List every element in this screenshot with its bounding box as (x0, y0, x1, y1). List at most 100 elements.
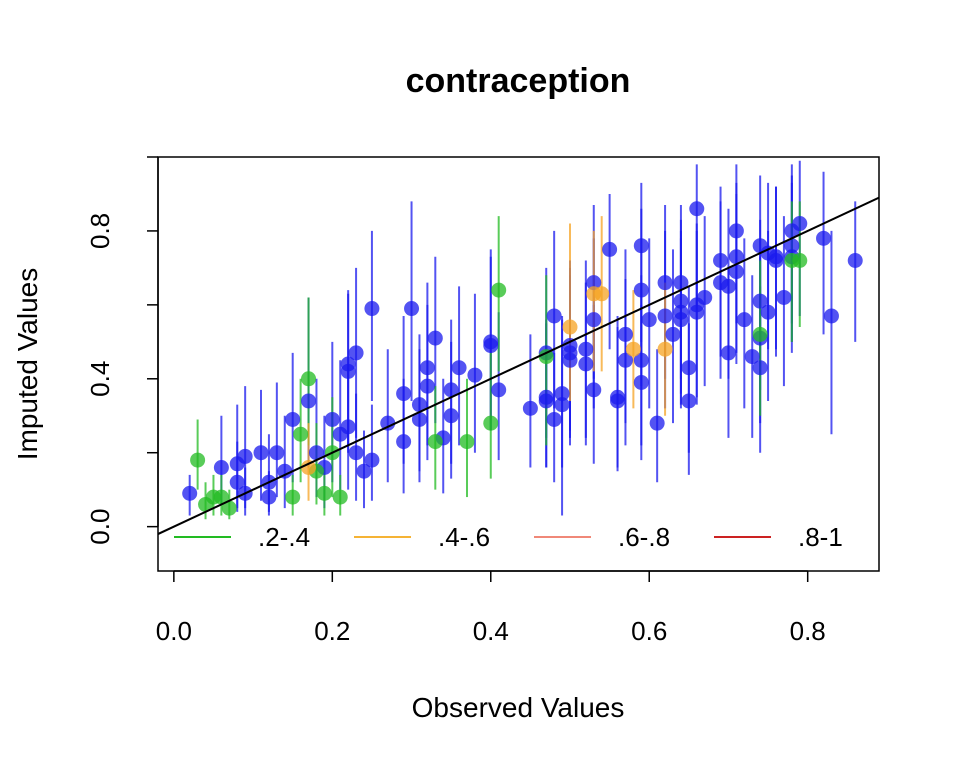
data-point (554, 397, 570, 413)
data-point (847, 253, 863, 268)
data-point (562, 319, 578, 335)
data-point (554, 386, 570, 402)
data-point (253, 445, 269, 461)
data-point (578, 341, 594, 357)
data-point (673, 304, 689, 320)
data-point (324, 411, 340, 427)
legend-label: .2-.4 (258, 522, 310, 552)
data-point (633, 352, 649, 368)
data-point (823, 308, 839, 324)
data-point (340, 356, 356, 372)
data-point (633, 374, 649, 390)
data-point (301, 371, 317, 387)
legend: .2-.4 .4-.6 .6-.8 .8-1 (174, 522, 843, 552)
x-axis-title: Observed Values (412, 692, 625, 723)
data-point (602, 241, 618, 257)
plot-area (158, 160, 879, 535)
data-point (752, 326, 768, 342)
data-point (467, 367, 483, 383)
data-point (356, 463, 372, 479)
data-point (419, 378, 435, 394)
data-point (736, 312, 752, 328)
data-point (752, 360, 768, 376)
data-point (491, 382, 507, 398)
data-point (411, 397, 427, 413)
data-point (728, 264, 744, 280)
data-point (411, 411, 427, 427)
data-point (792, 253, 808, 268)
data-point (657, 308, 673, 324)
data-point (237, 448, 253, 464)
data-point (404, 301, 420, 317)
data-point (625, 341, 641, 357)
data-point (578, 356, 594, 372)
data-point (419, 360, 435, 376)
legend-label: .4-.6 (438, 522, 490, 552)
data-point (491, 282, 507, 298)
data-point (301, 460, 317, 475)
y-tick-label: 0.0 (85, 509, 115, 545)
x-tick-label: 0.2 (314, 616, 350, 646)
data-point (443, 382, 459, 398)
data-point (586, 275, 602, 291)
data-point (617, 352, 633, 368)
data-point (538, 349, 554, 365)
data-point (784, 238, 800, 254)
data-point (182, 485, 198, 501)
data-point (816, 230, 832, 246)
data-point (364, 301, 380, 317)
data-point (301, 393, 317, 409)
data-point (562, 338, 578, 354)
data-point (277, 463, 293, 479)
x-tick-label: 0.6 (631, 616, 667, 646)
x-tick-label: 0.8 (790, 616, 826, 646)
data-point (633, 282, 649, 298)
data-point (792, 216, 808, 232)
data-point (720, 345, 736, 361)
data-point (308, 445, 324, 461)
data-point (213, 489, 229, 505)
y-tick-label: 0.8 (85, 213, 115, 249)
data-point (538, 389, 554, 405)
data-point (657, 341, 673, 357)
data-point (459, 434, 475, 450)
data-point (594, 286, 610, 302)
data-point (483, 338, 499, 354)
data-point (752, 293, 768, 309)
data-point (633, 238, 649, 254)
data-point (229, 474, 245, 490)
data-point (610, 393, 626, 409)
data-point (190, 452, 206, 468)
data-point (586, 382, 602, 398)
data-point (285, 411, 301, 427)
data-point (713, 253, 729, 268)
data-point (293, 426, 309, 442)
plot-marks (158, 160, 879, 535)
legend-label: .6-.8 (618, 522, 670, 552)
reference-line (158, 196, 879, 535)
data-point (728, 223, 744, 239)
data-point (380, 415, 396, 431)
data-point (673, 275, 689, 291)
data-point (316, 485, 332, 501)
data-point (546, 308, 562, 324)
chart-title: contraception (406, 62, 631, 100)
plot-frame (157, 156, 880, 572)
data-point (522, 400, 538, 416)
y-tick-label: 0.4 (85, 361, 115, 397)
x-tick-label: 0.4 (473, 616, 509, 646)
data-point (657, 275, 673, 291)
data-point (483, 415, 499, 431)
data-point (681, 393, 697, 409)
data-point (213, 460, 229, 475)
data-point (285, 489, 301, 505)
data-point (728, 249, 744, 265)
data-point (546, 411, 562, 427)
x-axis: 0.0 0.2 0.4 0.6 0.8 (156, 570, 826, 646)
data-point (427, 330, 443, 346)
data-point (396, 434, 412, 450)
data-point (261, 489, 277, 505)
y-axis-title: Imputed Values (12, 268, 43, 461)
data-point (396, 386, 412, 402)
data-point (340, 419, 356, 435)
